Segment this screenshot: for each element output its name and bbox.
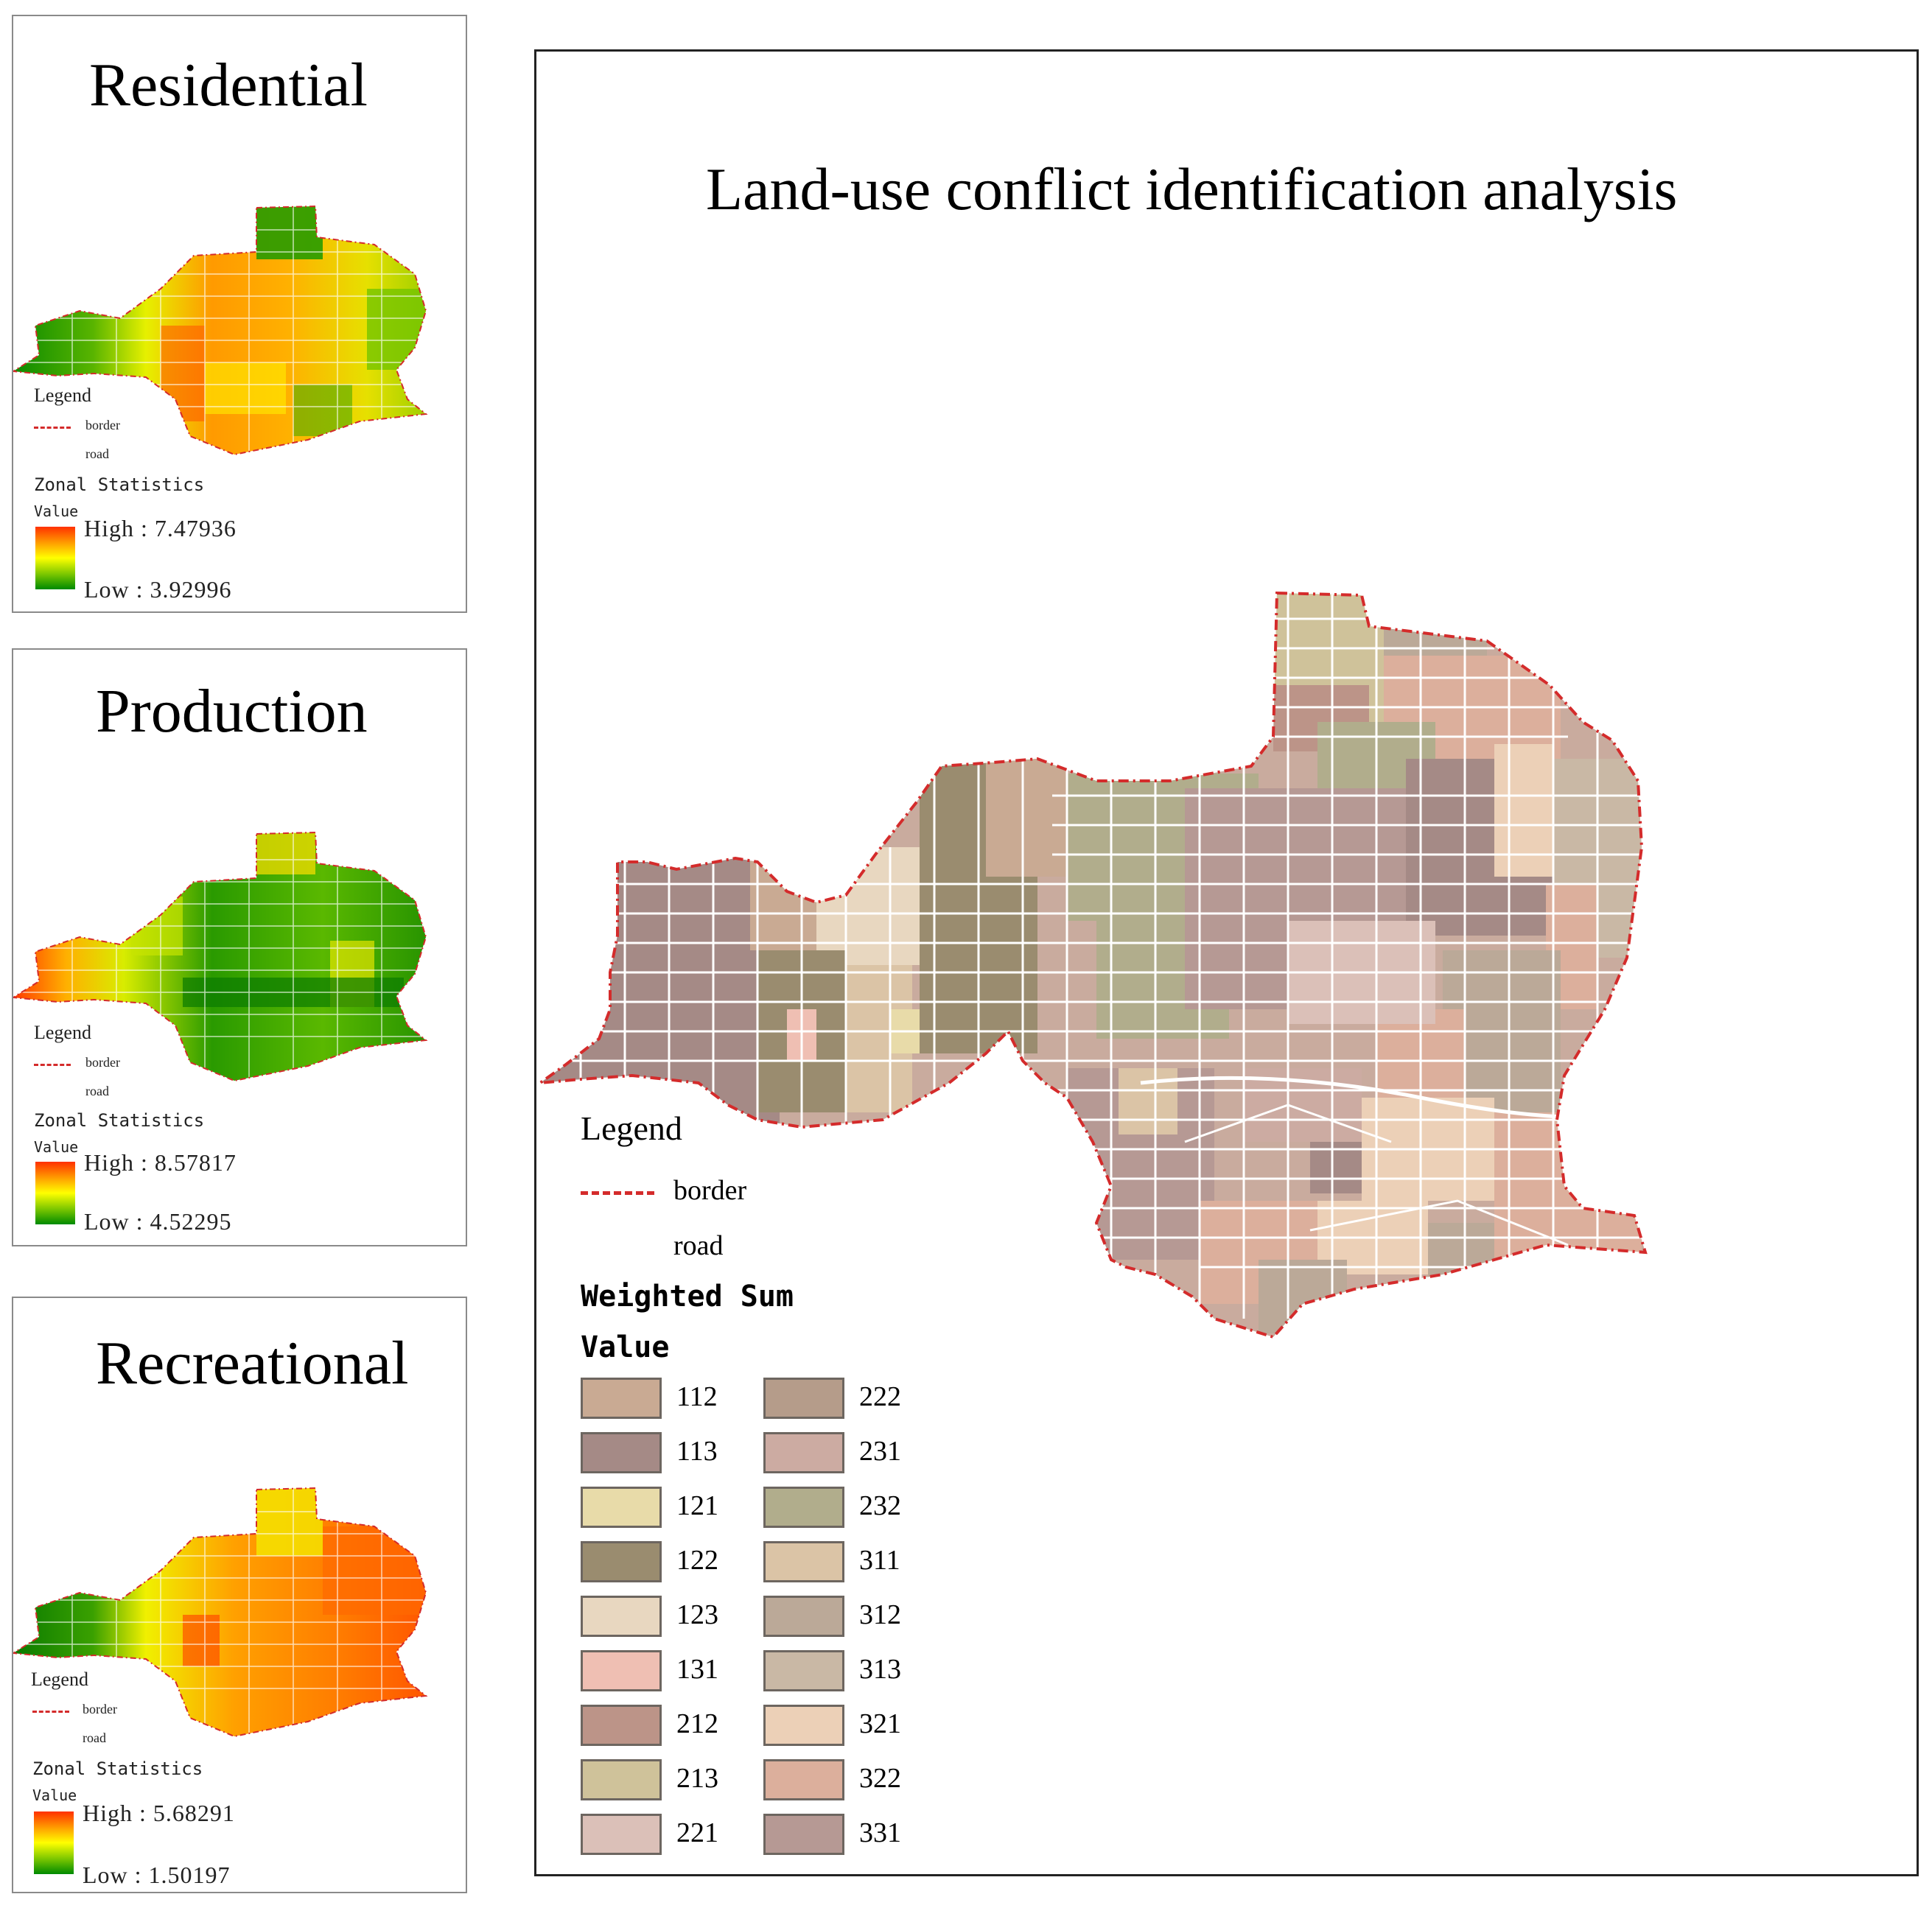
legend-swatch-232 xyxy=(763,1487,844,1528)
legend-label-231: 231 xyxy=(859,1436,901,1467)
legend-label-212: 212 xyxy=(676,1708,718,1739)
legend-swatch-321 xyxy=(763,1705,844,1746)
legend-swatch-222 xyxy=(763,1378,844,1419)
legend-title: Legend xyxy=(31,1669,88,1690)
low-value: Low : 1.50197 xyxy=(83,1862,231,1888)
legend-label-322: 322 xyxy=(859,1763,901,1794)
legend-title: Legend xyxy=(581,1109,682,1147)
zonal-stats-title: Zonal Statistics xyxy=(34,474,205,495)
legend-swatch-212 xyxy=(581,1705,662,1746)
panel-title: Production xyxy=(96,677,368,746)
legend-label-213: 213 xyxy=(676,1763,718,1794)
weighted-sum-title: Weighted Sum xyxy=(581,1280,794,1313)
border-legend-line xyxy=(34,1064,71,1066)
recreational-map xyxy=(13,1487,428,1738)
legend-swatch-331 xyxy=(763,1814,844,1855)
border-legend-line xyxy=(32,1711,69,1713)
legend-title: Legend xyxy=(34,385,91,406)
legend-label-113: 113 xyxy=(676,1436,718,1467)
border-legend-label: border xyxy=(673,1175,747,1206)
legend-swatch-213 xyxy=(581,1759,662,1800)
low-value: Low : 3.92996 xyxy=(84,576,232,603)
low-value: Low : 4.52295 xyxy=(84,1208,232,1235)
main-title: Land-use conflict identification analysi… xyxy=(706,155,1678,222)
legend-swatch-131 xyxy=(581,1650,662,1691)
legend-label-312: 312 xyxy=(859,1599,901,1630)
border-legend-label: border xyxy=(85,418,120,432)
legend-label-232: 232 xyxy=(859,1490,901,1521)
zonal-stats-title: Zonal Statistics xyxy=(32,1758,203,1779)
legend-label-321: 321 xyxy=(859,1708,901,1739)
panel-title: Recreational xyxy=(96,1329,409,1397)
legend-label-221: 221 xyxy=(676,1817,718,1848)
legend-swatch-123 xyxy=(581,1596,662,1637)
legend-swatch-113 xyxy=(581,1432,662,1473)
legend-swatch-221 xyxy=(581,1814,662,1855)
road-legend-label: road xyxy=(85,446,109,461)
panel-title: Residential xyxy=(89,51,368,119)
legend-label-311: 311 xyxy=(859,1545,900,1576)
legend-swatch-231 xyxy=(763,1432,844,1473)
legend-label-123: 123 xyxy=(676,1599,718,1630)
production-map xyxy=(13,831,428,1082)
border-legend-line xyxy=(581,1191,654,1195)
legend-label-112: 112 xyxy=(676,1381,718,1412)
border-legend-line xyxy=(34,427,71,429)
value-label: Value xyxy=(34,502,79,520)
color-ramp xyxy=(35,527,75,589)
legend-label-313: 313 xyxy=(859,1654,901,1685)
value-label: Value xyxy=(34,1138,79,1156)
legend-swatch-121 xyxy=(581,1487,662,1528)
production-panel: Production xyxy=(12,648,467,1246)
legend-swatch-312 xyxy=(763,1596,844,1637)
legend-label-122: 122 xyxy=(676,1545,718,1576)
border-legend-label: border xyxy=(83,1702,117,1716)
road-legend-label: road xyxy=(673,1230,724,1261)
legend-label-222: 222 xyxy=(859,1381,901,1412)
legend-label-121: 121 xyxy=(676,1490,718,1521)
conflict-map xyxy=(539,592,1647,1339)
recreational-panel: Recreational Leg xyxy=(12,1297,467,1893)
road-legend-label: road xyxy=(83,1730,106,1745)
legend-swatch-122 xyxy=(581,1541,662,1582)
legend-swatch-322 xyxy=(763,1759,844,1800)
residential-map xyxy=(13,205,428,456)
legend-title: Legend xyxy=(34,1022,91,1043)
legend-label-331: 331 xyxy=(859,1817,901,1848)
road-legend-label: road xyxy=(85,1084,109,1098)
legend-swatch-311 xyxy=(763,1541,844,1582)
legend-swatch-112 xyxy=(581,1378,662,1419)
zonal-stats-title: Zonal Statistics xyxy=(34,1110,205,1131)
high-value: High : 8.57817 xyxy=(84,1149,237,1176)
high-value: High : 5.68291 xyxy=(83,1800,235,1826)
legend-label-131: 131 xyxy=(676,1654,718,1685)
border-legend-label: border xyxy=(85,1055,120,1070)
main-map-panel: Land-use conflict identification analysi… xyxy=(534,49,1919,1876)
high-value: High : 7.47936 xyxy=(84,515,237,541)
value-label: Value xyxy=(32,1786,77,1804)
legend-swatch-313 xyxy=(763,1650,844,1691)
residential-panel: Residential xyxy=(12,15,467,613)
color-ramp xyxy=(35,1162,75,1224)
color-ramp xyxy=(34,1811,74,1874)
value-label: Value xyxy=(581,1330,670,1364)
